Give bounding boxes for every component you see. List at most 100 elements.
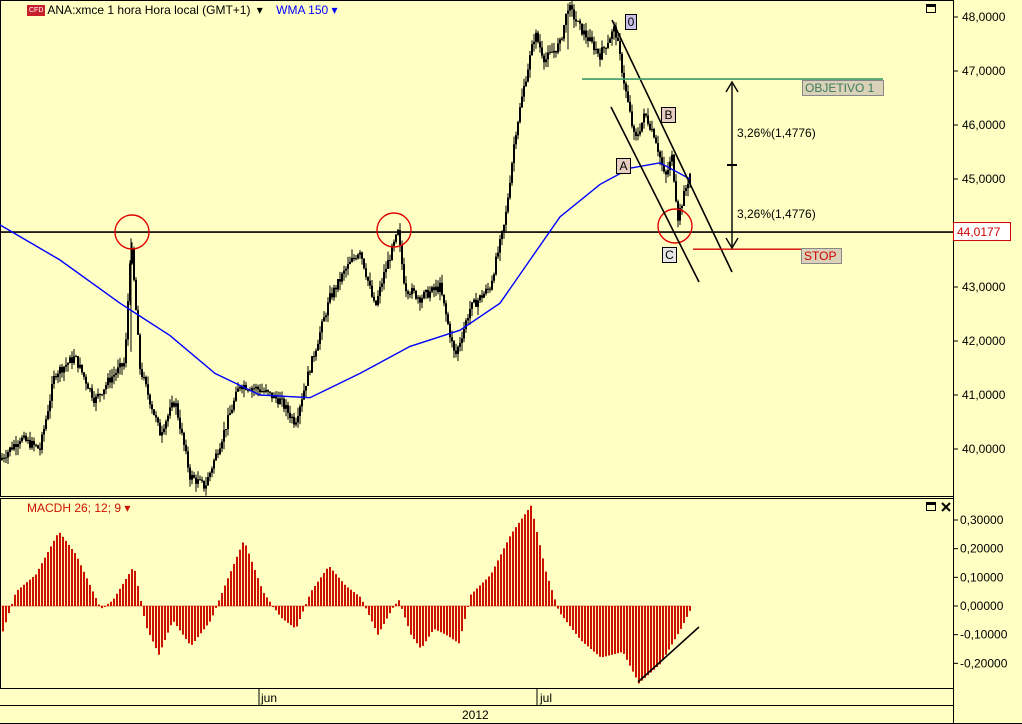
- macd-bar: [422, 606, 424, 646]
- candle: [637, 127, 639, 141]
- candle: [49, 394, 51, 419]
- macd-bar: [635, 606, 637, 678]
- candle: [355, 255, 357, 261]
- candle: [373, 292, 375, 303]
- candle-body: [427, 289, 429, 298]
- candle: [287, 401, 289, 420]
- candle: [393, 239, 395, 252]
- candle-body: [577, 20, 579, 22]
- candle-body: [89, 388, 91, 390]
- candle-body: [453, 341, 455, 351]
- candle-body: [407, 291, 409, 294]
- candle: [673, 153, 675, 183]
- price-axis-label: 43,0000: [962, 280, 1006, 294]
- candle: [559, 37, 561, 52]
- candle: [293, 412, 295, 428]
- candle: [667, 161, 669, 178]
- candle: [161, 425, 163, 443]
- candle-body: [687, 183, 689, 189]
- candle-body: [677, 201, 679, 221]
- candle-body: [639, 131, 641, 135]
- macd-bar: [473, 591, 475, 606]
- candle-body: [547, 52, 549, 60]
- wma-line: [0, 162, 691, 399]
- candle: [507, 193, 509, 214]
- candle-body: [511, 163, 513, 183]
- candle-body: [173, 402, 175, 407]
- macd-maximize-icon[interactable]: [926, 502, 936, 511]
- candle-body: [503, 224, 505, 232]
- candle: [495, 252, 497, 276]
- candle: [19, 437, 21, 449]
- candle-body: [559, 39, 561, 44]
- macd-axis-label: -0,20000: [960, 656, 1008, 670]
- macd-bar: [251, 561, 253, 606]
- candle: [349, 256, 351, 265]
- candle-body: [377, 295, 379, 305]
- candle-body: [11, 447, 13, 450]
- wave-label-c-box: [662, 247, 677, 263]
- macd-bar: [122, 583, 124, 606]
- candle-body: [269, 391, 271, 393]
- candle: [621, 51, 623, 78]
- candle: [11, 441, 13, 451]
- candle: [509, 175, 511, 200]
- macd-bar: [2, 606, 4, 632]
- maximize-icon[interactable]: [926, 4, 936, 13]
- macd-bar: [650, 606, 652, 673]
- macd-bar: [281, 606, 283, 619]
- candle: [457, 345, 459, 362]
- candle-body: [319, 332, 321, 344]
- wma-dropdown-icon[interactable]: ▾: [331, 3, 338, 17]
- candle-body: [205, 485, 207, 489]
- macd-bar: [143, 606, 145, 617]
- macd-bar: [455, 606, 457, 642]
- candle: [169, 399, 171, 419]
- candle-body: [491, 280, 493, 290]
- candle-body: [197, 479, 199, 484]
- candle-body: [97, 393, 99, 397]
- instrument-title[interactable]: ANA:xmce 1 hora Hora local (GMT+1): [47, 3, 251, 17]
- candle: [563, 24, 565, 42]
- candle-body: [357, 254, 359, 259]
- macd-bar: [95, 597, 97, 606]
- macd-bar: [104, 606, 106, 607]
- candle-body: [367, 276, 369, 281]
- candle: [331, 287, 333, 300]
- close-icon[interactable]: [941, 502, 951, 512]
- candle: [555, 50, 557, 58]
- candle: [159, 419, 161, 436]
- candle: [211, 466, 213, 478]
- macd-bar: [410, 606, 412, 635]
- candle-body: [219, 448, 221, 455]
- wma-indicator-label[interactable]: WMA 150: [276, 3, 329, 17]
- candle: [627, 85, 629, 103]
- candle: [475, 292, 477, 308]
- macd-bar: [353, 592, 355, 606]
- candle: [21, 435, 23, 443]
- macd-bar: [359, 596, 361, 606]
- macd-dropdown-icon[interactable]: ▾: [124, 501, 131, 515]
- macd-bar: [401, 606, 403, 609]
- candle-body: [649, 123, 651, 130]
- candle: [469, 300, 471, 325]
- candle-body: [543, 55, 545, 63]
- macd-bar: [536, 532, 538, 606]
- measure-lower-label: 3,26%(1,4776): [737, 207, 816, 221]
- macd-indicator-label[interactable]: MACDH 26; 12; 9: [27, 501, 122, 515]
- candle-body: [153, 409, 155, 416]
- candle-body: [461, 338, 463, 344]
- candle-body: [355, 258, 357, 260]
- candle: [415, 289, 417, 301]
- candle: [481, 289, 483, 303]
- candle: [41, 431, 43, 454]
- candle: [485, 284, 487, 296]
- macd-bar: [167, 606, 169, 633]
- candle: [267, 389, 269, 396]
- instrument-dropdown-icon[interactable]: ▾: [256, 3, 263, 17]
- candle-body: [83, 372, 85, 377]
- candle: [119, 357, 121, 375]
- macd-bar: [431, 606, 433, 633]
- candle: [463, 321, 465, 343]
- candle: [443, 294, 445, 307]
